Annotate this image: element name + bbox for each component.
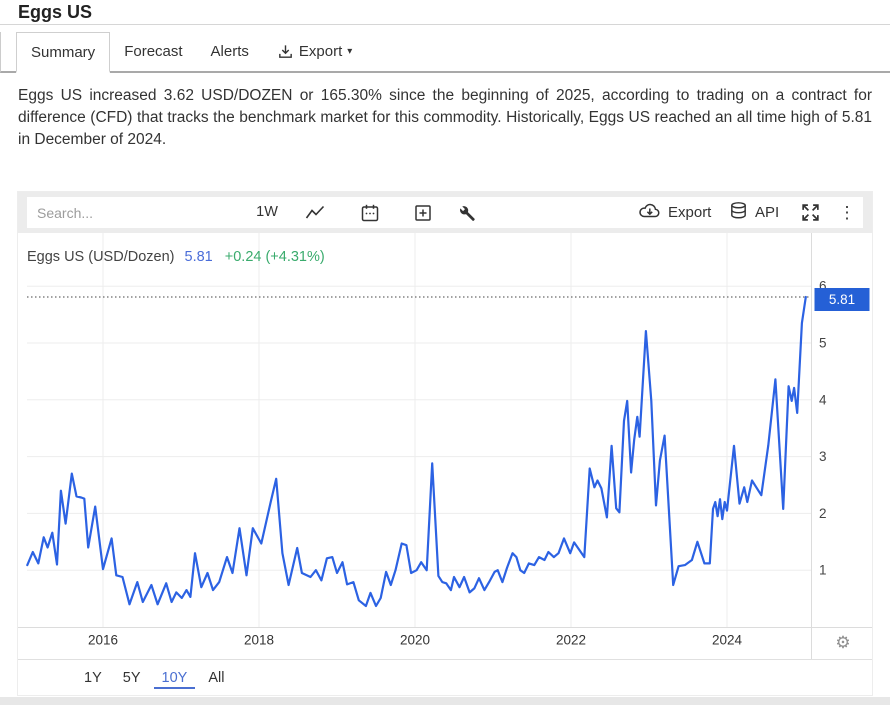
chart-widget: 1W	[17, 191, 873, 696]
legend-price: 5.81	[184, 249, 213, 265]
x-axis-labels: 2016 2018 2020 2022 2024	[88, 633, 743, 648]
svg-text:2022: 2022	[556, 633, 586, 648]
tab-bar: Summary Forecast Alerts Export ▾	[0, 32, 890, 73]
more-menu-icon[interactable]: ⋮	[838, 203, 856, 222]
range-button-10y[interactable]: 10Y	[153, 667, 196, 689]
chart-area: 2016 2018 2020 2022 2024 1 2 3 4 5 6 5.81 Eggs US (…	[18, 233, 872, 659]
tab-export[interactable]: Export ▾	[263, 32, 366, 71]
svg-text:6: 6	[819, 279, 827, 294]
svg-text:3: 3	[819, 449, 827, 464]
export-button-label: Export	[668, 204, 712, 221]
tab-summary-label: Summary	[31, 43, 96, 61]
chart-toolbar: 1W	[18, 192, 872, 233]
api-button[interactable]: API	[728, 192, 779, 233]
tools-icon[interactable]	[455, 202, 477, 224]
chart-legend: Eggs US (USD/Dozen) 5.81 +0.24 (+4.31%)	[27, 249, 325, 265]
svg-text:5.81: 5.81	[829, 292, 855, 307]
svg-text:2020: 2020	[400, 633, 430, 648]
range-selector-row: 1Y 5Y 10Y All	[18, 659, 872, 695]
tab-summary[interactable]: Summary	[16, 32, 111, 73]
tab-forecast-label: Forecast	[124, 43, 183, 60]
cloud-download-icon	[638, 200, 662, 226]
legend-series-label: Eggs US (USD/Dozen)	[27, 249, 175, 265]
tab-alerts-label: Alerts	[210, 43, 249, 60]
y-axis-labels: 1 2 3 4 5 6	[819, 279, 827, 578]
range-button-5y[interactable]: 5Y	[122, 669, 141, 686]
svg-text:2: 2	[819, 506, 827, 521]
range-button-all[interactable]: All	[208, 669, 225, 686]
database-icon	[728, 200, 749, 226]
svg-text:2018: 2018	[244, 633, 274, 648]
calendar-icon[interactable]	[359, 202, 381, 224]
price-marker: 5.81	[814, 288, 870, 311]
tab-forecast[interactable]: Forecast	[110, 32, 196, 71]
legend-change: +0.24 (+4.31%)	[224, 249, 325, 265]
caret-down-icon: ▾	[347, 46, 353, 57]
compare-add-icon[interactable]	[412, 202, 434, 224]
svg-text:5: 5	[819, 336, 827, 351]
fullscreen-icon[interactable]	[800, 202, 822, 224]
tab-alerts[interactable]: Alerts	[197, 32, 263, 71]
axis-lines	[18, 233, 872, 659]
download-icon	[277, 43, 294, 60]
price-series-line	[26, 295, 807, 608]
export-button[interactable]: Export	[638, 192, 711, 233]
page-title: Eggs US	[18, 2, 93, 22]
svg-text:2024: 2024	[712, 633, 743, 648]
range-button-1y[interactable]: 1Y	[84, 669, 102, 686]
svg-text:1: 1	[819, 563, 827, 578]
api-button-label: API	[755, 204, 780, 221]
svg-text:4: 4	[819, 392, 827, 407]
page-bottom-strip	[0, 697, 890, 705]
line-chart-icon[interactable]	[304, 202, 326, 224]
search-input[interactable]	[27, 197, 226, 228]
summary-description: Eggs US increased 3.62 USD/DOZEN or 165.…	[18, 87, 872, 148]
tab-export-label: Export	[298, 43, 343, 60]
svg-text:2016: 2016	[88, 633, 118, 648]
title-divider	[0, 24, 890, 25]
gear-icon[interactable]: ⚙	[835, 633, 851, 652]
interval-selector[interactable]: 1W	[256, 204, 278, 220]
